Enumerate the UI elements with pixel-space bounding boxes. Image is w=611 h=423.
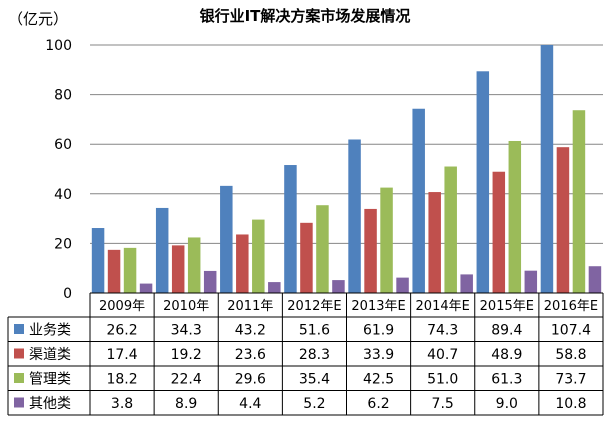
- bar: [556, 147, 570, 293]
- bar: [236, 234, 249, 293]
- data-label: 7.5: [432, 396, 454, 412]
- y-tick-label: 100: [45, 38, 72, 54]
- legend-label: 业务类: [29, 323, 71, 339]
- data-label: 6.2: [367, 396, 389, 412]
- data-label: 40.7: [427, 347, 458, 363]
- legend-swatch: [14, 373, 24, 383]
- data-label: 42.5: [363, 372, 394, 388]
- category-label: 2014年E: [416, 299, 470, 314]
- bar: [332, 280, 345, 293]
- bar: [508, 140, 522, 293]
- bar: [380, 187, 393, 293]
- category-label: 2011年: [227, 299, 273, 314]
- bar: [300, 222, 313, 293]
- bar: [588, 266, 602, 293]
- y-tick-label: 20: [54, 236, 72, 252]
- legend-label: 管理类: [29, 372, 71, 388]
- data-label: 5.2: [303, 396, 325, 412]
- y-tick-label: 0: [63, 286, 72, 302]
- legend-label: 渠道类: [29, 347, 71, 363]
- data-label: 9.0: [496, 396, 518, 412]
- data-label: 3.8: [111, 396, 133, 412]
- bar: [123, 247, 137, 293]
- bar: [252, 219, 265, 293]
- data-label: 58.8: [555, 347, 586, 363]
- data-label: 34.3: [171, 323, 202, 339]
- unit-label: （亿元）: [8, 10, 68, 28]
- legend-swatch: [14, 397, 24, 408]
- category-label: 2009年: [99, 299, 145, 314]
- bar: [155, 207, 169, 293]
- bar: [348, 139, 361, 293]
- category-label: 2015年E: [480, 299, 534, 314]
- y-tick-label: 40: [54, 187, 72, 203]
- data-label: 4.4: [239, 396, 261, 412]
- data-label: 17.4: [106, 347, 137, 363]
- data-label: 28.3: [299, 347, 330, 363]
- data-label: 51.6: [299, 323, 330, 339]
- data-label: 74.3: [427, 323, 458, 339]
- bar: [220, 185, 233, 293]
- data-label: 19.2: [171, 347, 202, 363]
- y-tick-label: 60: [54, 137, 72, 153]
- data-label: 33.9: [363, 347, 394, 363]
- data-label: 23.6: [235, 347, 266, 363]
- y-axis-ticks: 0 20 40 60 80 100: [45, 38, 72, 302]
- category-label: 2013年E: [351, 299, 405, 314]
- data-label: 18.2: [106, 372, 137, 388]
- bar: [364, 208, 377, 293]
- bar: [268, 282, 281, 293]
- bar: [460, 274, 473, 293]
- legend-swatch: [14, 324, 24, 334]
- data-table: 2009年 2010年 2011年 2012年E 2013年E 2014年E 2015年E 2…: [7, 292, 604, 416]
- bar: [476, 71, 490, 293]
- bar: [171, 245, 185, 293]
- data-label: 43.2: [235, 323, 266, 339]
- bar: [203, 270, 217, 293]
- legend-label: 其他类: [29, 396, 71, 412]
- bar: [139, 283, 153, 293]
- category-label: 2016年E: [544, 299, 598, 314]
- data-label: 8.9: [175, 396, 197, 412]
- bar: [540, 45, 554, 293]
- bar: [284, 165, 297, 293]
- data-label: 26.2: [106, 323, 137, 339]
- bar: [187, 237, 201, 293]
- bar: [572, 110, 586, 293]
- data-label: 10.8: [555, 396, 586, 412]
- bar: [396, 277, 409, 293]
- data-label: 48.9: [491, 347, 522, 363]
- category-label: 2010年: [163, 299, 209, 314]
- data-label: 89.4: [491, 323, 522, 339]
- data-label: 61.3: [491, 372, 522, 388]
- bar: [412, 108, 425, 294]
- bar: [524, 270, 538, 293]
- y-tick-label: 80: [54, 88, 72, 104]
- data-label: 29.6: [235, 372, 266, 388]
- bars: [91, 45, 602, 294]
- legend-swatch: [14, 348, 24, 359]
- data-label: 35.4: [299, 372, 330, 388]
- category-label: 2012年E: [287, 299, 341, 314]
- chart-title: 银行业IT解决方案市场发展情况: [200, 7, 411, 25]
- bar: [107, 249, 121, 293]
- data-label: 107.4: [551, 323, 591, 339]
- bar: [428, 192, 441, 293]
- data-label: 22.4: [171, 372, 202, 388]
- data-label: 73.7: [555, 372, 586, 388]
- bar: [316, 205, 329, 293]
- bar: [492, 171, 506, 293]
- bar: [91, 228, 105, 293]
- bar: [444, 166, 457, 293]
- data-label: 61.9: [363, 323, 394, 339]
- data-label: 51.0: [427, 372, 458, 388]
